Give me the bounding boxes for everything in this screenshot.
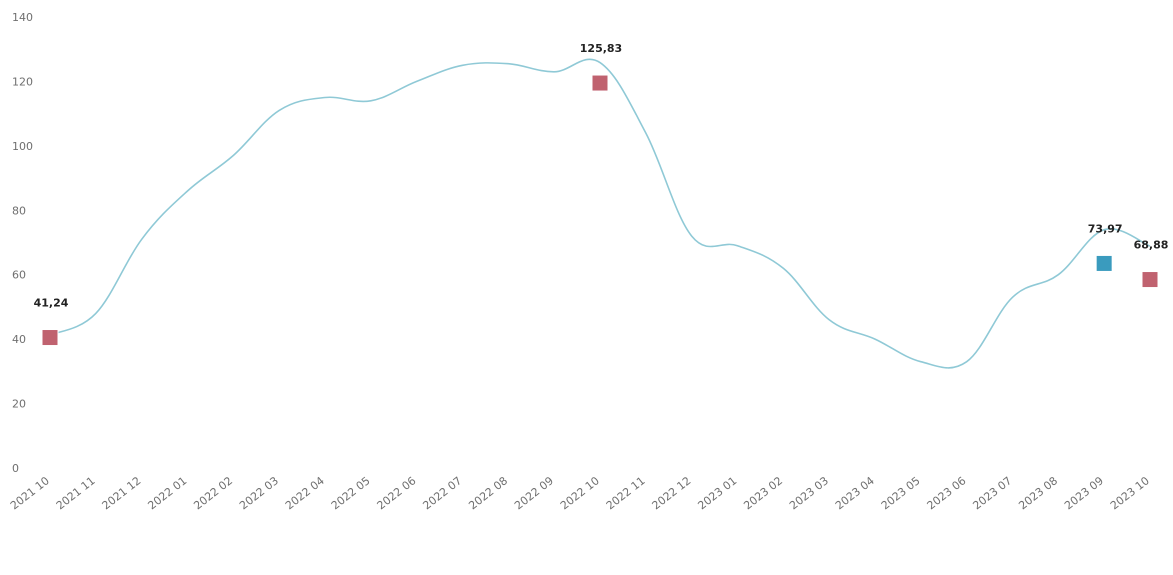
x-tick-label: 2021 12 [100,474,144,512]
y-tick-label: 100 [12,140,33,153]
y-tick-label: 0 [12,462,19,475]
x-tick-label: 2022 10 [558,474,602,512]
x-tick-label: 2023 02 [741,474,785,512]
data-point-marker [41,329,59,347]
data-point-marker [591,74,609,92]
data-label: 41,24 [34,297,69,310]
x-tick-label: 2023 03 [787,474,831,512]
x-tick-label: 2022 11 [604,474,648,512]
x-tick-label: 2023 05 [879,474,923,512]
x-tick-label: 2022 12 [650,474,694,512]
data-point-marker [1141,271,1159,289]
x-tick-label: 2022 03 [237,474,281,512]
data-label: 125,83 [580,42,622,55]
x-tick-label: 2022 09 [512,474,556,512]
x-tick-label: 2023 01 [695,474,739,512]
data-point-marker [1095,254,1113,272]
y-tick-label: 80 [12,204,26,217]
data-label: 73,97 [1088,222,1123,235]
x-tick-label: 2023 09 [1062,474,1106,512]
y-tick-label: 120 [12,75,33,88]
x-tick-label: 2023 04 [833,474,877,512]
x-tick-label: 2022 08 [466,474,510,512]
x-tick-label: 2023 06 [925,474,969,512]
x-tick-label: 2022 04 [283,474,327,512]
x-tick-label: 2022 01 [145,474,189,512]
y-tick-label: 40 [12,333,26,346]
x-tick-label: 2023 10 [1108,474,1152,512]
y-tick-label: 20 [12,398,26,411]
x-tick-label: 2021 10 [8,474,52,512]
y-tick-label: 140 [12,11,33,24]
x-tick-label: 2023 07 [970,474,1014,512]
x-tick-label: 2022 05 [329,474,373,512]
x-tick-label: 2023 08 [1016,474,1060,512]
data-label: 68,88 [1134,239,1169,252]
y-tick-label: 60 [12,269,26,282]
x-tick-label: 2022 02 [191,474,235,512]
series-line [49,58,1151,369]
x-tick-label: 2022 06 [375,474,419,512]
x-tick-label: 2022 07 [420,474,464,512]
x-tick-label: 2021 11 [54,474,98,512]
